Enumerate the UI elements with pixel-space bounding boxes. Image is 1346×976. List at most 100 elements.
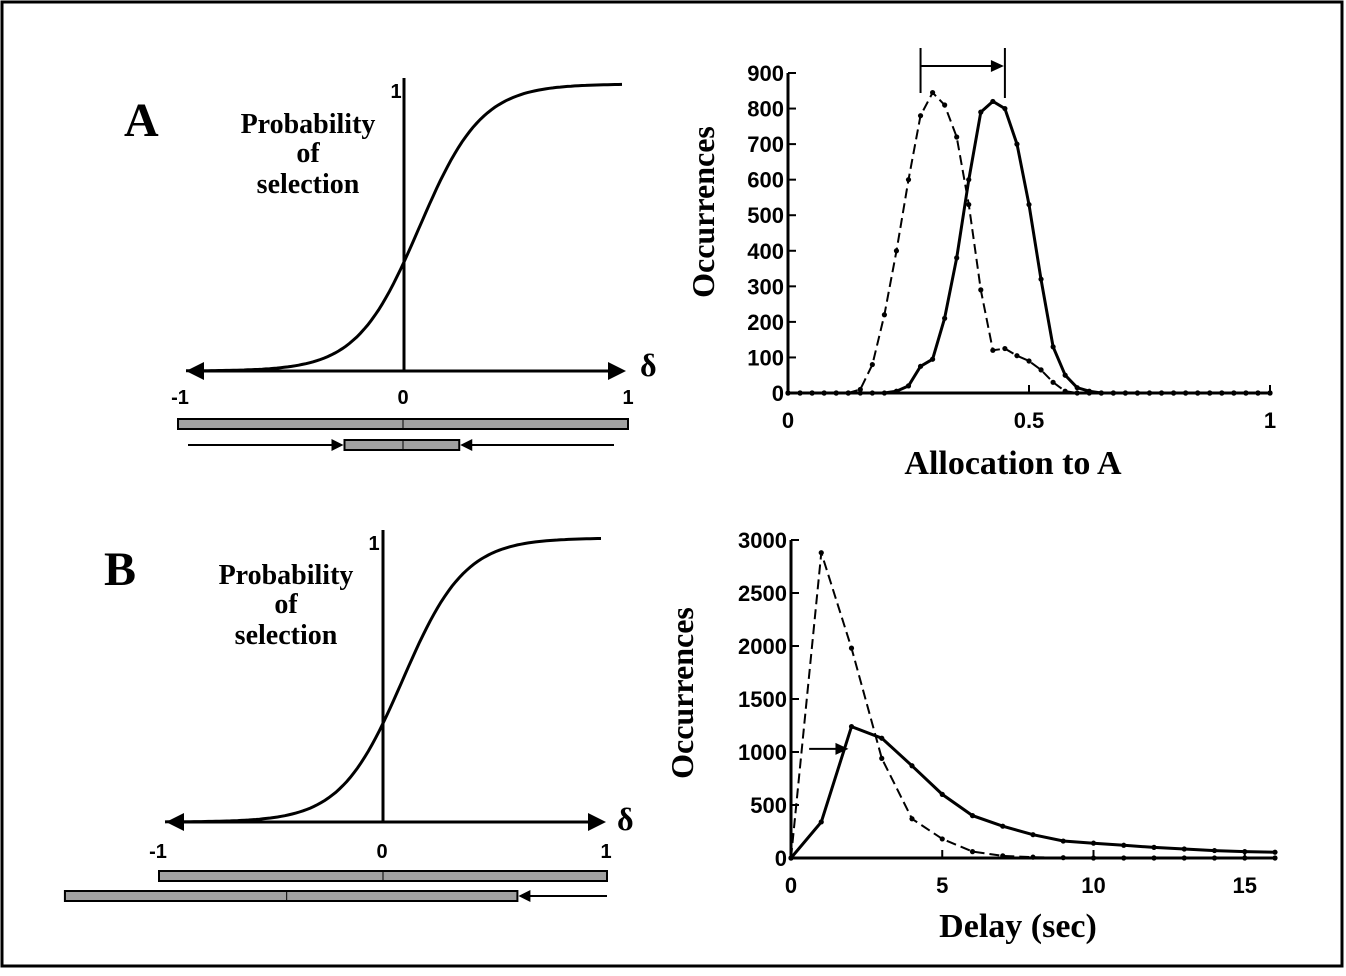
y-tick-label: 400 xyxy=(747,239,784,264)
sigmoid-label-line-2: of xyxy=(296,138,320,169)
shift-arrowhead xyxy=(460,439,473,451)
solid-series-point xyxy=(785,390,791,396)
dashed-series-point xyxy=(879,755,885,761)
y-tick-label: 200 xyxy=(747,310,784,335)
y-tick-label: 500 xyxy=(747,203,784,228)
dashed-series-point xyxy=(1121,855,1127,861)
solid-series-point xyxy=(845,390,851,396)
dashed-series-point xyxy=(869,361,875,368)
shift-arrowhead xyxy=(990,60,1004,72)
dashed-series-point xyxy=(1211,855,1218,861)
solid-series-point xyxy=(1000,823,1006,829)
range-bars xyxy=(177,418,629,451)
solid-series-point xyxy=(1181,846,1187,852)
y-tick-label: 0 xyxy=(772,381,784,406)
dashed-series-point xyxy=(954,134,960,140)
solid-series-point xyxy=(1038,276,1044,282)
solid-series-point xyxy=(1002,105,1008,112)
sigmoid-x-tick-label: 0 xyxy=(376,841,387,863)
solid-series-point xyxy=(1219,390,1225,396)
dashed-series-point xyxy=(893,248,900,254)
dashed-series-point xyxy=(1030,854,1036,860)
panel-a: A Probability of selection 1 δ -1 0 1 xyxy=(124,78,657,451)
dashed-series-point xyxy=(1181,855,1187,861)
dashed-series-point xyxy=(1074,390,1080,396)
dashed-series-point xyxy=(1062,388,1068,394)
sigmoid-x-axis-right-arrow xyxy=(588,813,606,831)
solid-series-point xyxy=(1122,390,1128,396)
dashed-series-point xyxy=(917,113,924,119)
sigmoid-x-tick-label: 1 xyxy=(600,841,611,863)
dashed-series-point xyxy=(939,836,945,842)
solid-series-point xyxy=(1207,390,1213,396)
y-tick-label: 0 xyxy=(775,846,787,871)
shifted-range-bar xyxy=(63,890,519,902)
dashed-series-point xyxy=(905,177,912,183)
solid-series-point xyxy=(1060,838,1066,844)
shift-arrowhead xyxy=(518,890,531,902)
solid-series-point xyxy=(893,388,900,394)
delay-histogram-chart: Occurrences Delay (sec) 0 500 1000 1500 2000… xyxy=(664,528,1278,945)
solid-series-point xyxy=(1243,390,1249,396)
dashed-series-point xyxy=(1000,853,1006,859)
solid-series-point xyxy=(917,363,924,369)
x-axis-label: Allocation to A xyxy=(904,445,1122,482)
allocation-histogram-chart: Occurrences Allocation to A 0 100 200 300 40… xyxy=(685,48,1276,482)
shift-arrowhead xyxy=(331,439,344,451)
sigmoid-x-tick-label: -1 xyxy=(149,841,167,863)
solid-series-point xyxy=(1267,390,1273,396)
solid-series-point xyxy=(1134,390,1141,396)
dashed-series-point xyxy=(909,816,915,822)
shifted-range-bar xyxy=(343,439,461,451)
y-tick-label: 2000 xyxy=(738,634,787,659)
sigmoid-label-line-1: Probability xyxy=(241,109,376,140)
y-tick-label: 600 xyxy=(747,168,784,193)
solid-series-point xyxy=(909,763,915,769)
solid-series-point xyxy=(1086,388,1092,394)
panel-b: B Probability of selection 1 δ -1 0 1 xyxy=(63,530,634,902)
x-tick-label: 15 xyxy=(1233,873,1257,898)
sigmoid-x-axis-symbol: δ xyxy=(640,347,657,383)
y-tick-label: 3000 xyxy=(738,528,787,553)
solid-series-point xyxy=(939,791,945,798)
y-tick-label: 300 xyxy=(747,274,784,299)
sigmoid-label-line-2: of xyxy=(274,589,298,620)
panel-letter: A xyxy=(124,94,159,147)
sigmoid-x-tick-label: 1 xyxy=(622,387,633,409)
dashed-series-line xyxy=(790,552,1275,859)
solid-series-point xyxy=(818,819,824,825)
solid-series-point xyxy=(1255,390,1261,396)
dashed-series-point xyxy=(848,645,855,651)
solid-series-point xyxy=(990,98,996,105)
dashed-series-point xyxy=(1151,855,1157,861)
solid-series-point xyxy=(1272,849,1278,855)
solid-series-point xyxy=(821,390,827,396)
solid-series-point xyxy=(1090,840,1097,846)
solid-series-point xyxy=(1171,390,1177,396)
solid-series-point xyxy=(1121,842,1127,848)
sigmoid-label-line-1: Probability xyxy=(219,560,354,591)
solid-series-point xyxy=(833,390,839,396)
y-tick-label: 700 xyxy=(747,132,784,157)
sigmoid-x-axis-right-arrow xyxy=(608,362,626,380)
sigmoid-label-line-3: selection xyxy=(257,169,360,200)
dashed-series-point xyxy=(857,386,863,393)
y-tick-label: 2500 xyxy=(738,581,787,606)
sigmoid-label-line-3: selection xyxy=(235,620,338,651)
solid-series-point xyxy=(788,855,794,861)
solid-series-point xyxy=(809,390,815,396)
solid-series-point xyxy=(954,255,960,261)
y-tick-label: 1500 xyxy=(738,687,787,712)
dashed-series-point xyxy=(1014,353,1020,359)
solid-series-point xyxy=(881,390,888,396)
solid-series-point xyxy=(1014,141,1020,147)
sigmoid-x-axis-symbol: δ xyxy=(617,801,634,837)
x-tick-label: 5 xyxy=(936,873,948,898)
x-tick-label: 1 xyxy=(1264,408,1276,433)
solid-series-point xyxy=(942,315,948,321)
solid-series-point xyxy=(1195,390,1201,396)
solid-series-point xyxy=(1211,847,1218,854)
sigmoid-curve xyxy=(186,82,623,373)
solid-series-point xyxy=(1151,844,1157,851)
solid-series-point xyxy=(905,383,912,389)
